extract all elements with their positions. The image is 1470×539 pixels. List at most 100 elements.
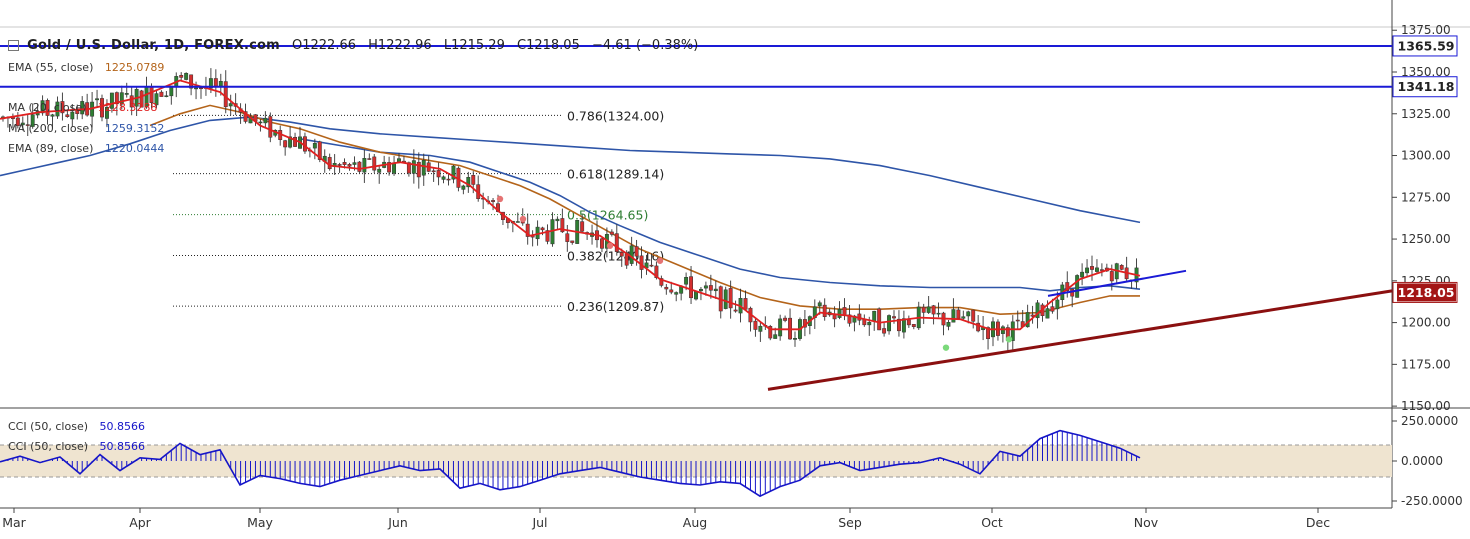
candle-up (961, 316, 966, 319)
legend-ma20[interactable]: MA (20, close) 1228.3288 (8, 101, 157, 114)
candle-up (723, 289, 728, 309)
candle-down (768, 326, 773, 339)
cci-line (0, 429, 1141, 498)
candle-down (733, 309, 738, 312)
candle-down (911, 324, 916, 327)
open-value: O1222.66 (292, 38, 357, 53)
cci-tick-label: -250.0000 (1401, 494, 1463, 508)
candle-up (40, 100, 45, 114)
candle-up (867, 322, 872, 326)
cci-tick-label: 0.0000 (1401, 454, 1443, 468)
candle-up (461, 185, 466, 190)
candle-down (139, 90, 144, 108)
low-value: L1215.29 (443, 38, 505, 53)
candle-down (619, 252, 624, 257)
candle-up (208, 78, 213, 89)
candle-down (897, 318, 901, 332)
candle-up (515, 221, 520, 223)
cci-tick-label: 250.0000 (1401, 414, 1458, 428)
candle-down (159, 91, 164, 97)
candle-up (55, 101, 60, 117)
candle-up (936, 312, 941, 315)
candle-down (45, 100, 50, 116)
candle-down (60, 101, 65, 114)
candle-up (817, 302, 822, 307)
candle-up (95, 98, 99, 101)
candle-up (703, 285, 708, 289)
ma200-line (0, 116, 1141, 224)
candle-down (986, 327, 990, 339)
candle-up (105, 107, 109, 119)
candle-down (600, 238, 604, 249)
candle-up (362, 158, 367, 173)
candle-down (337, 164, 342, 166)
candle-up (901, 318, 906, 333)
legend-ma20-label: MA (20, close) (8, 101, 87, 114)
candle-down (491, 200, 496, 202)
candle-down (1099, 269, 1104, 271)
candle-up (288, 136, 293, 148)
trend-lines[interactable] (767, 269, 1393, 391)
candle-down (1119, 265, 1124, 270)
candle-up (218, 81, 223, 87)
candle-up (837, 308, 842, 318)
candle-up (228, 103, 233, 107)
price-tick-label: 1150.00 (1401, 399, 1451, 413)
price-tick-label: 1375.00 (1401, 23, 1451, 37)
price-label-text: 1341.18 (1398, 79, 1455, 94)
candle-up (674, 292, 679, 295)
legend-cci-2[interactable]: CCI (50, close) 50.8566 (8, 440, 145, 453)
candle-down (892, 316, 896, 319)
candle-up (872, 310, 877, 322)
legend-ema89[interactable]: EMA (89, close) 1220.0444 (8, 142, 164, 155)
support-trendline (767, 289, 1393, 391)
candle-up (629, 245, 634, 264)
time-tick-label: Jun (387, 515, 408, 530)
time-tick-label: Jul (531, 515, 547, 530)
symbol-header: Gold / U.S. Dollar, 1D, FOREX.com O1222.… (8, 38, 698, 53)
fibonacci-levels: 0.786(1324.00)0.618(1289.14)0.5(1264.65)… (173, 108, 664, 314)
candle-down (1090, 266, 1094, 270)
candle-up (694, 291, 698, 300)
legend-cci-1-label: CCI (50, close) (8, 420, 89, 433)
legend-cci-2-value: 50.8566 (99, 440, 146, 453)
candle-down (347, 164, 352, 167)
candle-down (783, 317, 788, 321)
candle-up (926, 306, 931, 313)
candle-up (194, 87, 199, 90)
legend-ema55[interactable]: EMA (55, close) 1225.0789 (8, 61, 164, 74)
candle-down (847, 314, 852, 324)
candle-down (921, 306, 926, 313)
symbol-checkbox-icon[interactable] (8, 40, 19, 51)
candle-up (109, 92, 114, 109)
signal-dot (656, 257, 664, 264)
candle-up (184, 72, 189, 80)
time-tick-label: Mar (2, 515, 26, 530)
candle-up (164, 95, 169, 97)
horizontal-lines[interactable] (0, 44, 1392, 88)
candle-down (743, 298, 748, 310)
candle-down (525, 223, 530, 237)
price-axis[interactable]: 1375.00 1350.00 1325.00 1300.00 1275.00 1250.… (1392, 23, 1451, 413)
candle-down (634, 246, 639, 257)
candle-down (65, 114, 70, 117)
candle-up (1085, 267, 1089, 274)
price-tick-label: 1200.00 (1401, 316, 1451, 330)
candle-down (446, 178, 451, 181)
candle-down (25, 124, 30, 126)
legend-ma200[interactable]: MA (200, close) 1259.3152 (8, 122, 164, 135)
candle-down (669, 289, 674, 293)
candle-up (946, 322, 951, 327)
candle-down (842, 307, 847, 316)
candle-up (758, 325, 763, 332)
candle-down (664, 286, 669, 290)
legend-cci-1[interactable]: CCI (50, close) 50.8566 (8, 420, 145, 433)
candle-down (906, 319, 911, 326)
candle-down (639, 255, 644, 270)
time-tick-label: Oct (981, 515, 1003, 530)
candle-down (327, 157, 332, 170)
time-axis[interactable]: Mar Apr May Jun Jul Aug Sep Oct Nov Dec (2, 508, 1330, 530)
candle-up (466, 176, 471, 188)
